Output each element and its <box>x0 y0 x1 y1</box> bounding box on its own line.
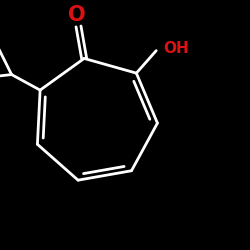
Text: O: O <box>68 5 85 25</box>
Text: OH: OH <box>163 41 188 56</box>
